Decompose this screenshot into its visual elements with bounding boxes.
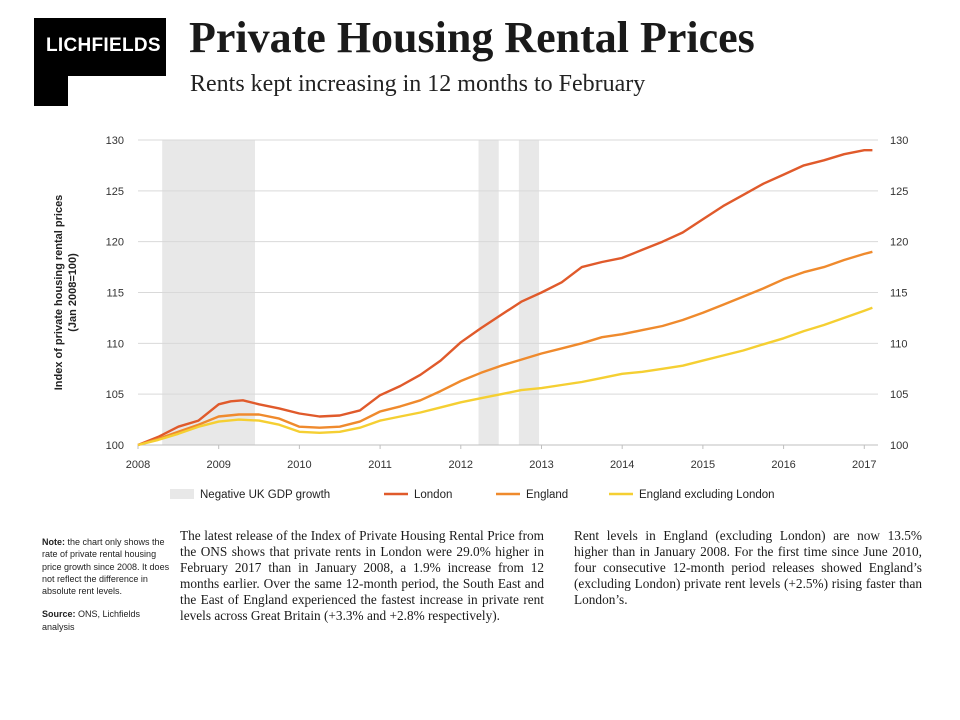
- logo: LICHFIELDS: [46, 35, 161, 56]
- legend-label-england-excluding-london: England excluding London: [639, 489, 775, 501]
- y-tick-left-130: 130: [106, 135, 124, 147]
- series-line-london: [137, 149, 873, 447]
- series-line-england-excluding-london: [137, 306, 873, 447]
- body-paragraph-1: The latest release of the Index of Priva…: [180, 528, 544, 623]
- y-tick-left-105: 105: [106, 389, 124, 401]
- y-tick-left-100: 100: [106, 440, 124, 452]
- x-tick-2008: 2008: [126, 459, 150, 471]
- legend-swatch-negative-uk-gdp-growth: [170, 489, 194, 499]
- x-tick-2009: 2009: [206, 459, 230, 471]
- x-tick-2014: 2014: [610, 459, 634, 471]
- y-tick-left-115: 115: [106, 288, 124, 300]
- rental-price-chart: 100 100 105 105 110 110 115 115 120 120 125 125 130 1…: [53, 135, 908, 501]
- logo-block: [34, 18, 166, 76]
- note-text: the chart only shows the rate of private…: [42, 537, 170, 597]
- y-tick-left-120: 120: [106, 237, 124, 249]
- x-tick-2010: 2010: [287, 459, 311, 471]
- x-tick-2012: 2012: [449, 459, 473, 471]
- source-label: Source:: [42, 609, 76, 620]
- y-axis-label-line2: (Jan 2008=100): [67, 253, 79, 332]
- y-tick-right-130: 130: [890, 135, 908, 147]
- y-tick-left-110: 110: [106, 338, 124, 350]
- logo-stem: [34, 76, 68, 106]
- source-text: ONS, Lichfields analysis: [42, 609, 141, 632]
- y-tick-right-125: 125: [890, 186, 908, 198]
- y-tick-right-110: 110: [890, 338, 908, 350]
- legend-label-negative-uk-gdp-growth: Negative UK GDP growth: [200, 489, 330, 501]
- page-subtitle: Rents kept increasing in 12 months to Fe…: [190, 71, 646, 97]
- legend-label-england: England: [526, 489, 568, 501]
- x-tick-2017: 2017: [852, 459, 876, 471]
- page-title: Private Housing Rental Prices: [189, 13, 755, 62]
- series-line-england: [137, 250, 873, 447]
- y-tick-right-100: 100: [890, 440, 908, 452]
- y-axis-label-line1: Index of private housing rental prices: [53, 195, 65, 391]
- x-tick-2016: 2016: [771, 459, 795, 471]
- note-label: Note:: [42, 537, 65, 547]
- y-tick-right-115: 115: [890, 288, 908, 300]
- legend-label-london: London: [414, 489, 452, 501]
- y-tick-left-125: 125: [106, 186, 124, 198]
- y-tick-right-105: 105: [890, 389, 908, 401]
- x-tick-2013: 2013: [529, 459, 553, 471]
- chart-note: Note: the chart only shows the rate of p…: [42, 536, 170, 644]
- body-paragraph-2: Rent levels in England (excluding London…: [574, 528, 922, 607]
- x-tick-2015: 2015: [691, 459, 715, 471]
- y-tick-right-120: 120: [890, 237, 908, 249]
- x-tick-2011: 2011: [368, 459, 392, 471]
